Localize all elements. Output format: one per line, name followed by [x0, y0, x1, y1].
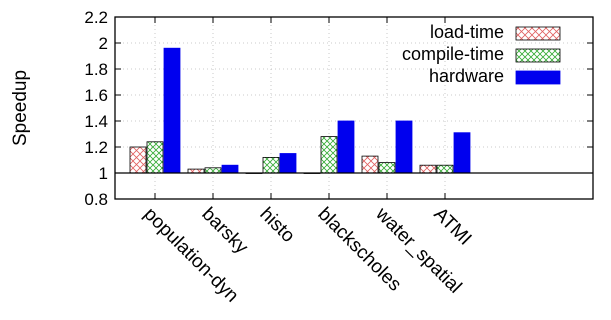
- y-tick-label: 1.6: [84, 86, 108, 105]
- y-tick-label: 1.4: [84, 112, 108, 131]
- x-tick-label: histo: [255, 204, 298, 247]
- bar-compile-time-population-dyn: [146, 141, 164, 174]
- bar-hardware-water_spatial: [395, 120, 413, 174]
- plot-frame: [114, 16, 594, 200]
- bar-compile-time-barsky: [204, 167, 222, 174]
- legend-label-load-time: load-time: [430, 22, 504, 42]
- bar-load-time-water_spatial: [361, 155, 379, 174]
- y-tick-label: 1: [99, 164, 108, 183]
- x-tick-label: barsky: [197, 204, 252, 259]
- bar-hardware-barsky: [221, 164, 239, 174]
- legend-swatch-compile-time: [515, 48, 561, 63]
- bar-hardware-blackscholes: [337, 120, 355, 174]
- bar-compile-time-water_spatial: [378, 162, 396, 174]
- y-axis-ticks: 0.8 1 1.2 1.4 1.6 1.8 2 2.2: [84, 8, 593, 209]
- y-tick-label: 0.8: [84, 190, 108, 209]
- bar-load-time-ATMI: [419, 164, 437, 174]
- legend-swatch-hardware: [515, 70, 561, 85]
- bar-hardware-ATMI: [453, 132, 471, 174]
- x-tick-label: ATMI: [429, 204, 475, 250]
- bar-hardware-histo: [279, 153, 297, 174]
- bar-load-time-population-dyn: [129, 146, 147, 174]
- bar-compile-time-histo: [262, 156, 280, 174]
- bar-hardware-population-dyn: [163, 47, 181, 174]
- legend-label-hardware: hardware: [429, 66, 504, 86]
- y-tick-label: 2: [99, 34, 108, 53]
- bar-compile-time-ATMI: [436, 164, 454, 174]
- legend-label-compile-time: compile-time: [402, 44, 504, 64]
- y-tick-label: 1.8: [84, 60, 108, 79]
- bar-compile-time-blackscholes: [320, 136, 338, 174]
- y-axis-label: Speedup: [10, 70, 31, 146]
- y-tick-label: 1.2: [84, 138, 108, 157]
- legend-swatch-load-time: [515, 26, 561, 41]
- y-tick-label: 2.2: [84, 8, 108, 27]
- bars: [129, 47, 471, 174]
